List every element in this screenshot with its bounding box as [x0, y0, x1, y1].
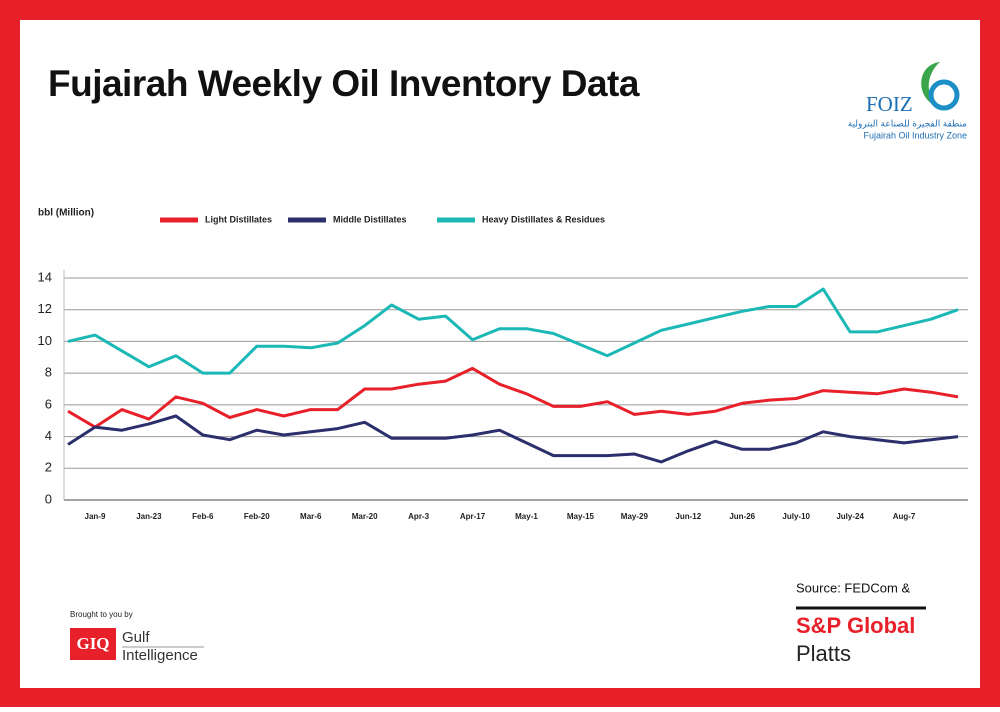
y-tick-label: 4 [45, 428, 52, 443]
legend-label: Middle Distillates [333, 214, 407, 224]
x-tick-label: Jan-23 [136, 512, 162, 521]
legend-label: Heavy Distillates & Residues [482, 214, 605, 224]
x-tick-label: Mar-6 [300, 512, 322, 521]
giq-badge [70, 628, 116, 660]
plot: 0 2 4 6 8 10 12 14 Jan-9 Jan-23 Feb-6 Feb-20 Mar-6 Ma… [38, 214, 968, 521]
logo: FOIZ منطقة الفجيرة للصناعة البترولية Fuj… [848, 62, 967, 140]
x-tick-label: May-29 [621, 512, 649, 521]
y-tick-label: 10 [38, 333, 52, 348]
x-tick-label: Apr-17 [460, 512, 486, 521]
sp-global: S&P Global [796, 613, 915, 638]
x-tick-label: Jan-9 [85, 512, 106, 521]
series-line [67, 366, 959, 429]
y-axis-label: bbl (Million) [38, 208, 94, 219]
platts: Platts [796, 641, 851, 666]
canvas [20, 20, 980, 688]
x-tick-label: Apr-3 [408, 512, 429, 521]
x-tick-label: Aug-7 [893, 512, 916, 521]
x-tick-label: Feb-20 [244, 512, 270, 521]
source: Source: FEDCom & [796, 580, 910, 595]
intelligence: Intelligence [122, 647, 198, 664]
x-tick-label: Jun-26 [729, 512, 755, 521]
y-tick-label: 0 [45, 491, 52, 506]
x-tick-label: Feb-6 [192, 512, 214, 521]
legend-label: Light Distillates [205, 214, 272, 224]
logo-drop [928, 79, 960, 111]
series-line [67, 414, 959, 464]
y-tick-label: 2 [45, 460, 52, 475]
y-tick-label: 6 [45, 396, 52, 411]
x-tick-label: May-15 [567, 512, 595, 521]
x-tick-label: Jun-12 [675, 512, 701, 521]
chart-title: Fujairah Weekly Oil Inventory Data [48, 63, 640, 104]
series-line [67, 287, 959, 375]
logo-leaf [921, 62, 940, 108]
x-tick-label: July-24 [836, 512, 864, 521]
x-tick-label: Mar-20 [352, 512, 378, 521]
x-tick-label: July-10 [782, 512, 810, 521]
logo-subtitle: Fujairah Oil Industry Zone [863, 130, 967, 140]
x-tick-label: May-1 [515, 512, 538, 521]
y-tick-label: 14 [38, 269, 52, 284]
y-tick-label: 12 [38, 301, 52, 316]
brought-by: Brought to you by [70, 610, 133, 619]
giq-logo: GIQ [76, 634, 109, 653]
logo-name: FOIZ [866, 92, 913, 116]
y-tick-label: 8 [45, 365, 52, 380]
logo-arabic: منطقة الفجيرة للصناعة البترولية [848, 118, 967, 128]
gulf: Gulf [122, 629, 150, 646]
